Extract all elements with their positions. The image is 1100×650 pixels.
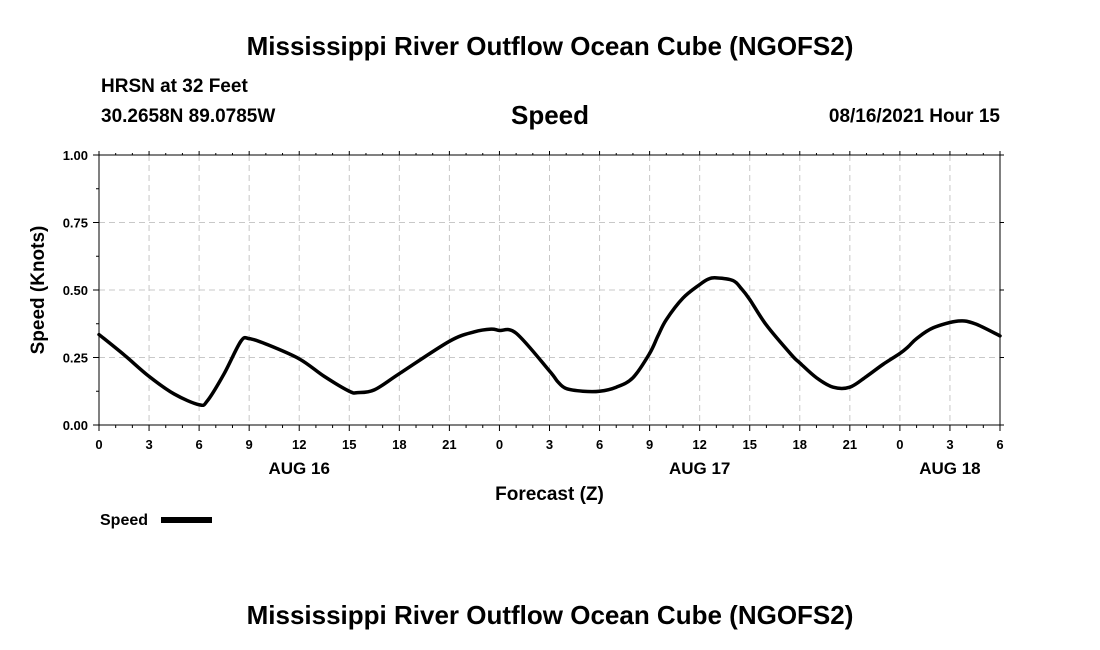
x-tick-label: 3 — [145, 437, 152, 452]
forecast-datetime: 08/16/2021 Hour 15 — [828, 106, 1000, 127]
x-tick-label: 18 — [793, 437, 807, 452]
x-tick-label: 15 — [742, 437, 756, 452]
x-tick-label: 21 — [843, 437, 857, 452]
date-label: AUG 17 — [669, 459, 730, 478]
x-axis-title: Forecast (Z) — [495, 484, 604, 505]
x-tick-label: 3 — [946, 437, 953, 452]
y-tick-labels: 0.00 0.25 0.50 0.75 1.00 — [63, 148, 88, 433]
y-tick-label: 0.25 — [63, 351, 88, 366]
x-tick-label: 6 — [996, 437, 1003, 452]
x-tick-label: 6 — [596, 437, 603, 452]
chart-title: Mississippi River Outflow Ocean Cube (NG… — [246, 31, 854, 61]
footer-title: Mississippi River Outflow Ocean Cube (NG… — [246, 600, 854, 630]
x-tick-label: 0 — [496, 437, 503, 452]
station-coordinates: 30.2658N 89.0785W — [101, 106, 276, 127]
speed-series-line — [97, 276, 1002, 408]
y-tick-label: 1.00 — [63, 148, 88, 163]
axis-ticks — [93, 151, 1004, 431]
x-tick-label: 3 — [546, 437, 553, 452]
x-tick-label: 9 — [246, 437, 253, 452]
variable-title: Speed — [510, 100, 590, 130]
legend-label: Speed — [100, 512, 148, 529]
y-tick-label: 0.00 — [63, 418, 88, 433]
date-labels: AUG 16 AUG 17 AUG 18 — [269, 459, 981, 478]
chart-grid — [99, 155, 1000, 425]
station-label: HRSN at 32 Feet — [101, 76, 248, 97]
x-tick-label: 12 — [692, 437, 706, 452]
x-tick-label: 15 — [342, 437, 356, 452]
x-tick-labels: 0 3 6 9 12 15 18 21 0 3 6 9 12 15 18 21 0 3 6 — [95, 437, 1003, 452]
x-tick-label: 0 — [95, 437, 102, 452]
y-tick-label: 0.75 — [63, 216, 88, 231]
x-tick-label: 12 — [292, 437, 306, 452]
y-tick-label: 0.50 — [63, 283, 88, 298]
x-tick-label: 6 — [195, 437, 202, 452]
x-tick-label: 0 — [896, 437, 903, 452]
x-tick-label: 21 — [442, 437, 456, 452]
date-label: AUG 18 — [919, 459, 980, 478]
x-tick-label: 18 — [392, 437, 406, 452]
date-label: AUG 16 — [269, 459, 330, 478]
y-axis-title: Speed (Knots) — [28, 226, 49, 355]
x-tick-label: 9 — [646, 437, 653, 452]
